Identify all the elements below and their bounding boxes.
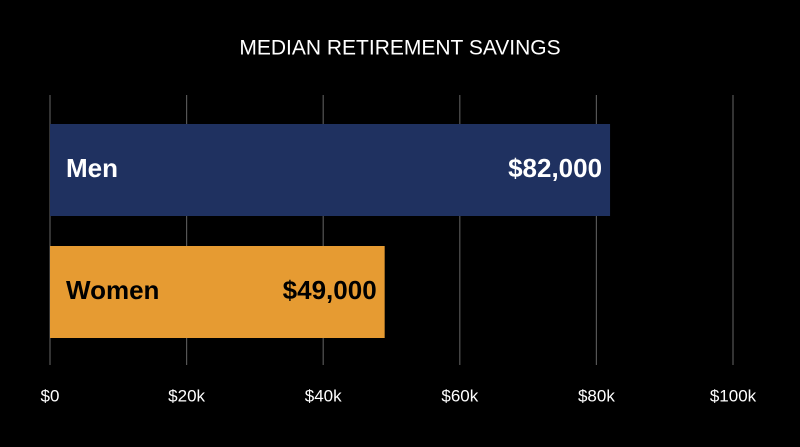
bar xyxy=(50,246,385,338)
x-tick-label: $100k xyxy=(710,386,757,405)
x-tick-label: $0 xyxy=(41,386,60,405)
x-tick-label: $60k xyxy=(441,386,478,405)
x-tick-label: $40k xyxy=(305,386,342,405)
category-label: Men xyxy=(66,153,118,183)
value-label: $49,000 xyxy=(283,275,377,305)
value-label: $82,000 xyxy=(508,153,602,183)
category-label: Women xyxy=(66,275,159,305)
x-tick-label: $20k xyxy=(168,386,205,405)
chart-title: MEDIAN RETIREMENT SAVINGS xyxy=(239,37,560,60)
x-tick-label: $80k xyxy=(578,386,615,405)
bar xyxy=(50,124,611,216)
